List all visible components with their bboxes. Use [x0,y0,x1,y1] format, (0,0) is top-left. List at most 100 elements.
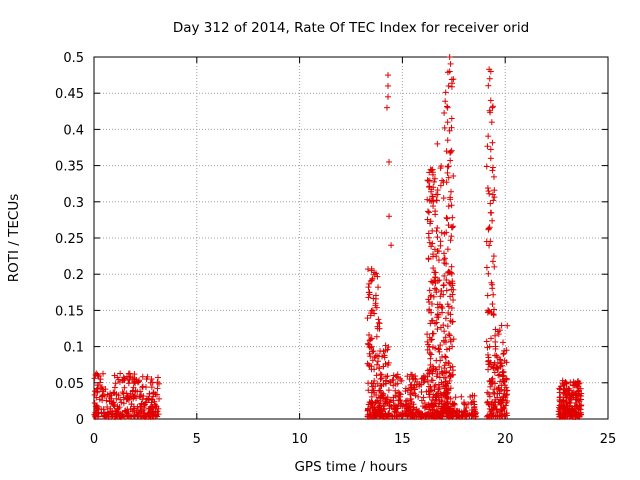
data-point [491,263,498,270]
data-point [427,355,434,362]
data-point [441,272,448,279]
y-tick-label: 0.45 [55,87,84,102]
data-point [449,278,456,285]
data-point [386,158,393,165]
data-point [367,344,374,351]
data-point [372,383,379,390]
data-point [369,307,376,314]
data-point [444,269,451,276]
data-point [385,72,392,79]
data-point [415,393,422,400]
data-point [483,163,490,170]
data-point [399,409,406,416]
data-point [373,304,380,311]
data-point [430,265,437,272]
data-point [439,309,446,316]
data-point [446,279,453,286]
data-point [443,287,450,294]
data-point [426,183,433,190]
data-point [445,309,452,316]
data-point [127,390,134,397]
data-point [376,325,383,332]
data-point [434,314,441,321]
data-point [426,343,433,350]
y-axis-label: ROTI / TECUs [6,194,22,282]
data-point [128,393,135,400]
data-point [429,377,436,384]
data-point [441,255,448,262]
data-point [448,305,455,312]
data-point [431,400,438,407]
data-point [154,391,161,398]
data-point [442,374,449,381]
data-point [430,330,437,337]
data-point [416,407,423,414]
data-point [92,413,99,420]
data-point [442,89,449,96]
data-point [366,344,373,351]
data-point [444,137,451,144]
data-points [91,54,585,420]
data-point [427,361,434,368]
y-tick-label: 0 [76,413,84,428]
data-point [135,413,142,420]
data-point [149,379,156,386]
data-point [445,268,452,275]
data-point [115,405,122,412]
data-point [130,413,137,420]
data-point [91,388,98,395]
data-point [447,196,454,203]
data-point [446,54,453,60]
data-point [424,346,431,353]
data-point [487,200,494,207]
data-point [445,163,452,170]
data-point [370,348,377,355]
data-point [382,342,389,349]
data-point [444,215,451,222]
data-point [390,382,397,389]
data-point [425,177,432,184]
data-point [154,385,161,392]
data-point [387,379,394,386]
data-point [437,238,444,245]
data-point [144,395,151,402]
data-point [444,380,451,387]
data-point [485,188,492,195]
data-point [431,246,438,253]
data-point [448,115,455,122]
data-point [445,359,452,366]
data-point [407,395,414,402]
data-point [433,357,440,364]
data-point [484,143,491,150]
data-point [426,239,433,246]
data-point [488,335,495,342]
data-point [429,406,436,413]
data-point [484,292,491,299]
data-point [368,400,375,407]
data-point [442,98,449,105]
data-point [442,353,449,360]
data-point [394,371,401,378]
data-point [429,193,436,200]
data-point [124,373,131,380]
data-point [393,413,400,420]
data-point [445,174,452,181]
data-point [412,373,419,380]
data-point [97,379,104,386]
data-point [438,288,445,295]
x-tick-label: 25 [600,432,617,447]
data-point [143,376,150,383]
data-point [392,387,399,394]
data-point [376,402,383,409]
data-point [445,82,452,89]
axis-ticks: 0 0.05 0.1 0.15 0.2 0.25 0.3 0.35 0.4 0.45 0.5 0 5 10… [55,51,616,447]
data-point [379,353,386,360]
data-point [448,76,455,83]
data-point [452,394,459,401]
data-point [136,377,143,384]
data-point [446,332,453,339]
data-point [95,373,102,380]
data-point [409,371,416,378]
data-point [426,209,433,216]
data-point [368,335,375,342]
